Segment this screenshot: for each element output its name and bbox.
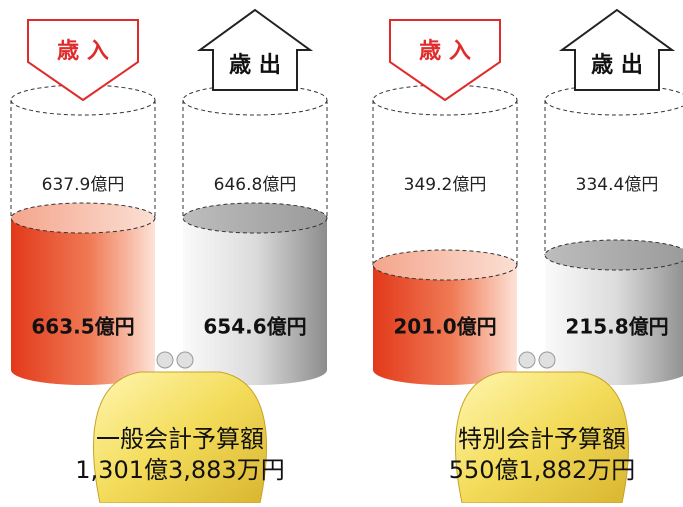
total-amount: 1,301億3,883万円 (75, 456, 284, 484)
revenue-label: 歳 入 (419, 39, 471, 64)
total-amount: 550億1,882万円 (449, 456, 636, 484)
previous-amount: 349.2億円 (404, 175, 487, 195)
previous-amount: 646.8億円 (214, 175, 297, 195)
cylinder-body (11, 218, 155, 385)
up-arrow (200, 10, 310, 90)
current-amount: 654.6億円 (203, 315, 306, 339)
cylinder-top (545, 240, 683, 270)
purse-clasp (157, 352, 173, 368)
purse-clasp (519, 352, 535, 368)
purse-clasp (177, 352, 193, 368)
expenditure-label: 歳 出 (591, 53, 643, 78)
previous-amount: 637.9億円 (42, 175, 125, 195)
current-amount: 663.5億円 (31, 315, 134, 339)
cylinder-top (183, 203, 327, 233)
total-title: 特別会計予算額 (458, 425, 626, 453)
purse-clasp (539, 352, 555, 368)
previous-amount: 334.4億円 (576, 175, 659, 195)
total-title: 一般会計予算額 (96, 425, 264, 453)
current-amount: 201.0億円 (393, 315, 496, 339)
revenue-label: 歳 入 (57, 39, 109, 64)
cylinder-body (183, 218, 327, 385)
cylinder-top (11, 203, 155, 233)
infographic: 637.9億円663.5億円歳 入646.8億円654.6億円歳 出一般会計予算… (0, 0, 683, 503)
cylinder-top (373, 250, 517, 280)
expenditure-label: 歳 出 (229, 53, 281, 78)
up-arrow (562, 10, 672, 90)
current-amount: 215.8億円 (565, 315, 668, 339)
